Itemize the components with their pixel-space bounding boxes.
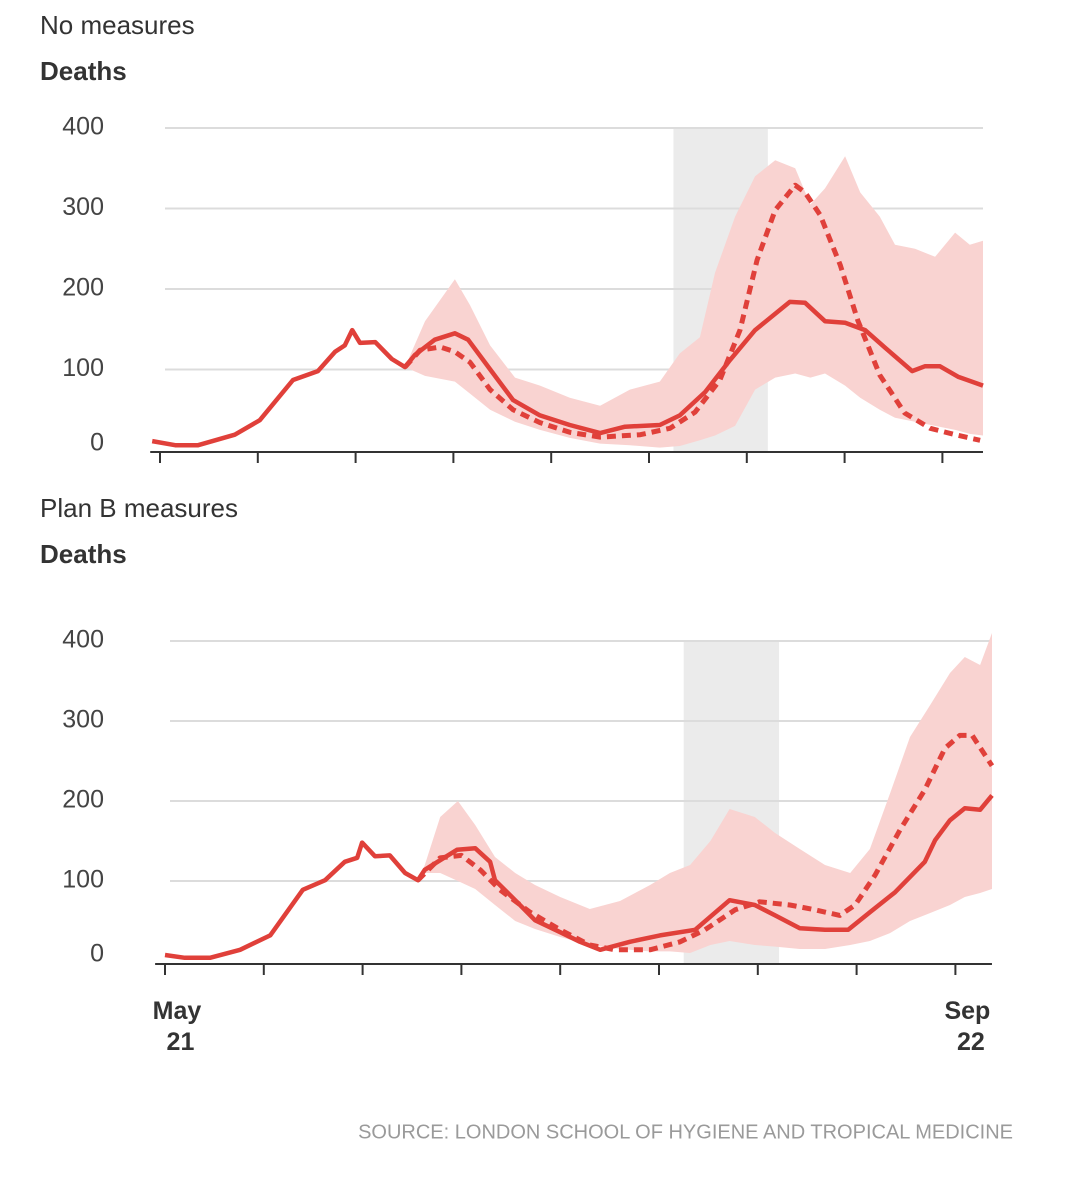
y-axis-label: Deaths [40,539,127,569]
solid-line [151,299,984,448]
y-tick-label: 100 [62,354,104,382]
source-note: SOURCE: LONDON SCHOOL OF HYGIENE AND TRO… [358,1121,1013,1143]
y-tick-label: 300 [62,193,104,221]
y-tick-label: 100 [62,866,104,894]
panel-title: Plan B measures [40,493,238,523]
x-tick-label: May 21 [153,997,202,1056]
y-tick-label: 0 [90,940,104,968]
dashed-line [416,732,995,953]
y-tick-label: 400 [62,626,104,654]
y-tick-label: 400 [62,113,104,141]
y-tick-label: 200 [62,274,104,302]
x-tick-label: Sep 22 [944,997,990,1056]
solid-line [164,793,994,961]
uncertainty-band [405,156,983,448]
y-axis-label: Deaths [40,56,127,86]
panel-title: No measures [40,10,195,40]
uncertainty-band [417,633,992,953]
y-tick-label: 300 [62,706,104,734]
y-tick-label: 200 [62,786,104,814]
y-tick-label: 0 [90,429,104,457]
